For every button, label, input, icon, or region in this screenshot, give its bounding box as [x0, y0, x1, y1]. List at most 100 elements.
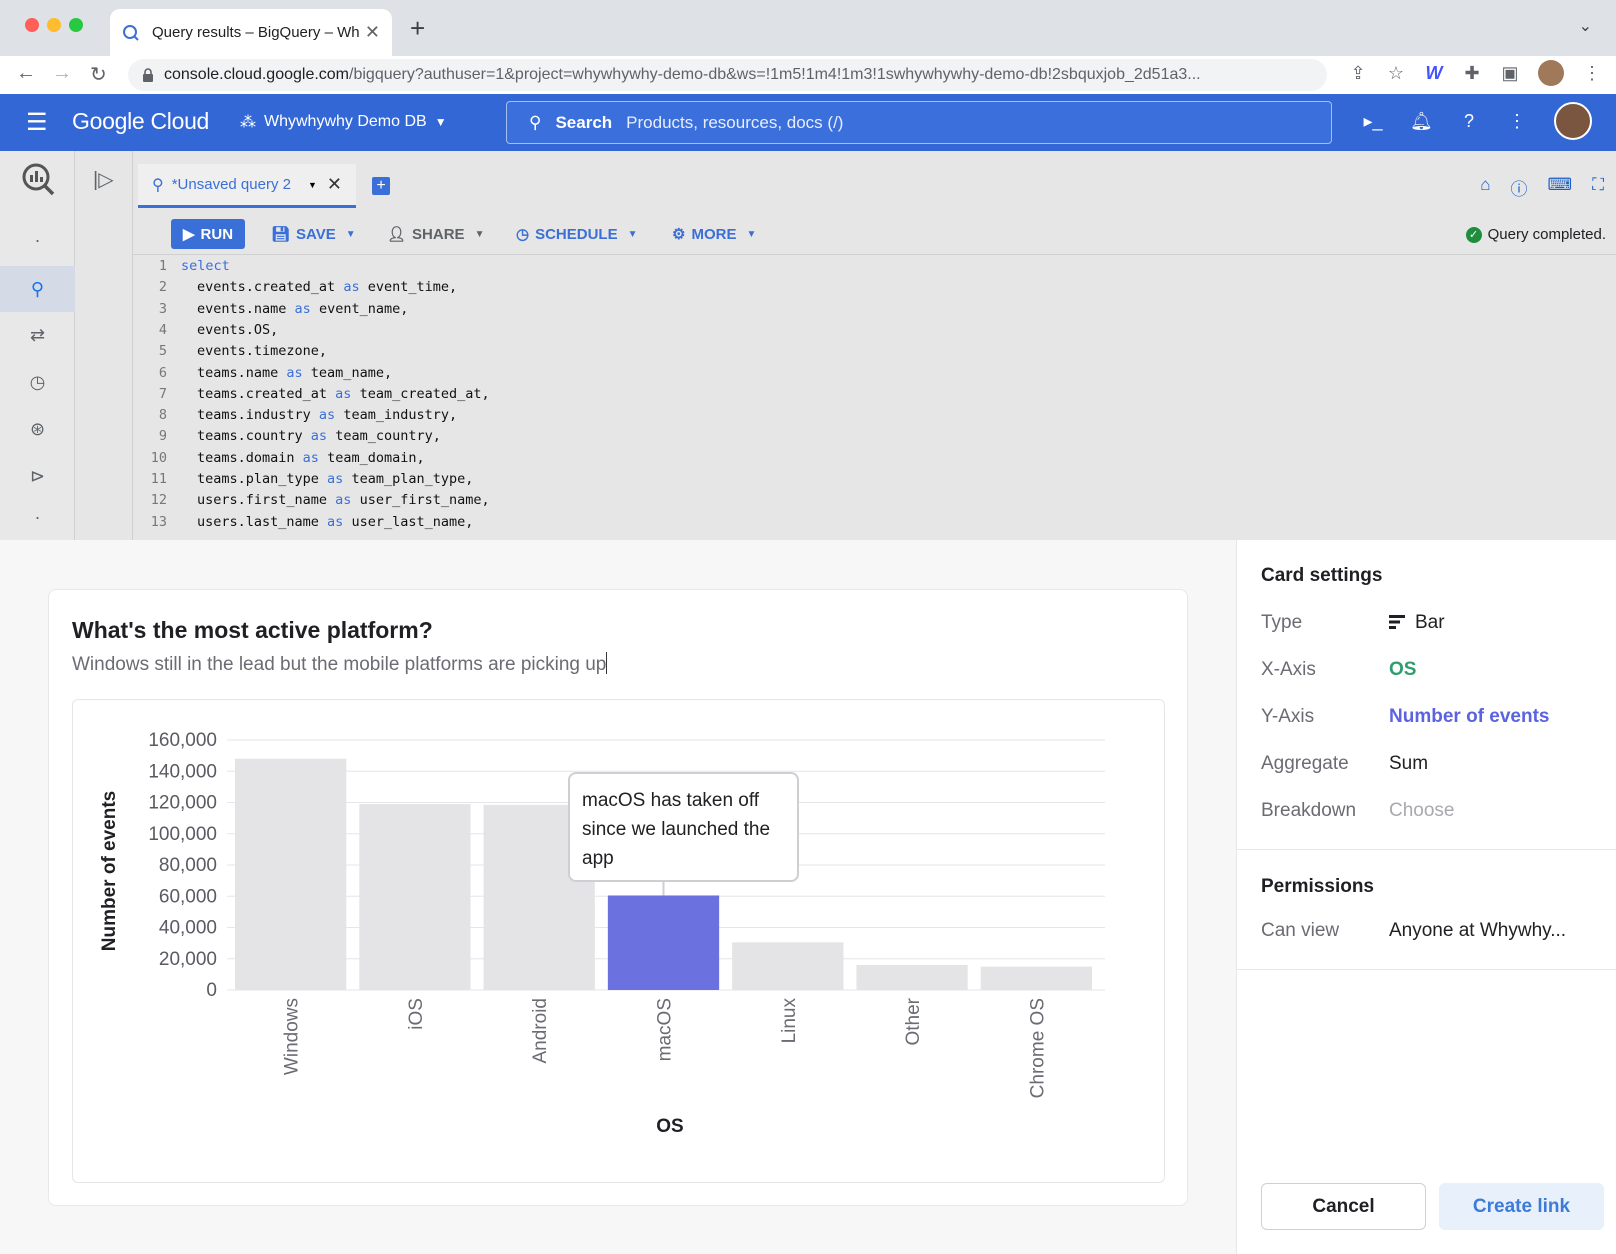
tab-dropdown-icon[interactable]: ▼ [307, 179, 317, 190]
code-line[interactable]: 13 users.last_name as user_last_name, [133, 513, 474, 535]
cloud-shell-icon[interactable]: ▸_ [1363, 110, 1383, 131]
account-avatar[interactable] [1554, 102, 1592, 140]
share-page-icon[interactable]: ⇪ [1350, 62, 1366, 83]
tab-search-chevron-icon[interactable]: ⌄ [1578, 18, 1592, 35]
more-vert-icon[interactable]: ⋮ [1508, 110, 1526, 131]
side-panel-icon[interactable]: ▣ [1501, 62, 1519, 83]
chart-annotation[interactable]: macOS has taken off since we launched th… [568, 772, 799, 882]
browser-tab-bar: Query results – BigQuery – Wh ✕ + ⌄ [0, 0, 1616, 56]
nav-pipeline-icon[interactable]: ⊳ [29, 465, 46, 486]
tab-close-icon[interactable]: ✕ [364, 22, 380, 42]
setting-type[interactable]: Type Bar [1261, 612, 1611, 642]
line-number: 5 [158, 343, 167, 360]
browser-menu-icon[interactable]: ⋮ [1583, 62, 1601, 83]
query-tab[interactable]: ⚲ *Unsaved query 2 ▼ ✕ [138, 164, 356, 208]
schedule-button[interactable]: ◷ SCHEDULE ▼ [516, 219, 638, 249]
breakdown-value[interactable]: Choose [1389, 800, 1455, 821]
project-selector[interactable]: ⁂ Whywhywhy Demo DB ▼ [240, 112, 447, 132]
run-button[interactable]: ▶ RUN [171, 219, 246, 249]
minimize-window-button[interactable] [47, 18, 61, 32]
card-subtitle-field[interactable]: Windows still in the lead but the mobile… [72, 652, 608, 676]
code-text: teams.created_at as team_created_at, [197, 385, 490, 402]
can-view-value[interactable]: Anyone at Whywhy... [1389, 920, 1567, 941]
more-label: MORE [691, 225, 737, 243]
card-settings-panel: Card settings Type Bar X-Axis OS Y-Axis … [1236, 540, 1616, 1254]
search-bar[interactable]: ⚲ Search Products, resources, docs (/) [506, 101, 1332, 144]
reload-icon[interactable]: ↻ [90, 64, 107, 86]
code-line[interactable]: 8 teams.industry as team_industry, [133, 407, 457, 428]
setting-breakdown[interactable]: Breakdown Choose [1261, 800, 1611, 830]
url-text: console.cloud.google.com/bigquery?authus… [164, 66, 1201, 83]
code-line[interactable]: 1 select [133, 258, 230, 279]
close-window-button[interactable] [25, 18, 39, 32]
code-line[interactable]: 2 events.created_at as event_time, [133, 279, 457, 300]
extension-w-icon[interactable]: W [1425, 62, 1443, 83]
bar-chart: 0 20,000 40,000 60,000 80,000 100,000 120,000 1… [99, 730, 1105, 1137]
tab-title: Query results – BigQuery – Wh [152, 24, 359, 41]
back-arrow-icon[interactable]: ← [16, 62, 36, 84]
run-label: RUN [200, 225, 234, 243]
x-tick-label: Other [903, 997, 924, 1045]
keyboard-icon[interactable]: ⌨ [1547, 175, 1573, 194]
y-tick-label: 60,000 [159, 886, 217, 907]
url-bar[interactable]: console.cloud.google.com/bigquery?authus… [128, 59, 1327, 91]
code-line[interactable]: 12 users.first_name as user_first_name, [133, 492, 490, 513]
code-text: events.created_at as event_time, [197, 279, 458, 296]
code-line[interactable]: 7 teams.created_at as team_created_at, [133, 386, 490, 407]
chart-card: What's the most active platform? Windows… [48, 589, 1188, 1206]
nav-transfers-icon[interactable]: ⇄ [29, 324, 46, 345]
code-text: teams.plan_type as team_plan_type, [197, 471, 474, 487]
card-title[interactable]: What's the most active platform? [72, 617, 433, 643]
extensions-puzzle-icon[interactable]: ✚ [1464, 62, 1480, 83]
aggregate-value[interactable]: Sum [1389, 753, 1429, 774]
code-text: teams.name as team_name, [197, 364, 393, 381]
bookmark-star-icon[interactable]: ☆ [1387, 62, 1405, 83]
hamburger-menu-icon[interactable]: ☰ [26, 109, 48, 136]
code-line[interactable]: 3 events.name as event_name, [133, 301, 409, 322]
new-tab-icon[interactable]: + [410, 13, 426, 43]
google-cloud-logo[interactable]: Google Cloud [72, 108, 210, 134]
setting-can-view[interactable]: Can view Anyone at Whywhy... [1261, 920, 1611, 950]
code-line[interactable]: 11 teams.plan_type as team_plan_type, [133, 471, 474, 492]
save-button[interactable]: 💾︎ SAVE ▼ [271, 219, 356, 249]
bar-macos [607, 895, 720, 990]
sql-editor[interactable]: 1 select 2 events.created_at as event_time,… [133, 255, 1616, 540]
home-icon[interactable]: ⌂ [1480, 175, 1491, 194]
notifications-bell-icon[interactable]: 🔔︎ [1410, 110, 1433, 131]
x-tick-label: iOS [406, 998, 427, 1030]
cancel-button[interactable]: Cancel [1261, 1183, 1426, 1230]
fullscreen-icon[interactable]: ⛶ [1592, 175, 1604, 194]
close-query-tab-icon[interactable]: ✕ [326, 174, 342, 194]
code-line[interactable]: 10 teams.domain as team_domain, [133, 450, 425, 471]
add-query-tab-icon[interactable]: + [372, 177, 390, 195]
nav-dot-icon[interactable]: · [34, 229, 41, 250]
browser-tab[interactable]: Query results – BigQuery – Wh ✕ [110, 9, 392, 56]
clock-icon: ◷ [516, 226, 530, 243]
info-icon[interactable]: ⓘ [1510, 180, 1528, 199]
nav-history-icon[interactable]: ◷ [29, 371, 46, 392]
share-button[interactable]: 👤︎ SHARE ▼ [387, 219, 484, 249]
maximize-window-button[interactable] [69, 18, 83, 32]
code-line[interactable]: 5 events.timezone, [133, 343, 327, 364]
code-line[interactable]: 6 teams.name as team_name, [133, 365, 392, 386]
setting-y-axis[interactable]: Y-Axis Number of events [1261, 706, 1611, 736]
nav-search-icon[interactable]: ⚲ [0, 266, 75, 312]
help-icon[interactable]: ? [1463, 110, 1474, 131]
code-line[interactable]: 9 teams.country as team_country, [133, 428, 441, 449]
line-number: 13 [150, 513, 167, 530]
expand-panel-icon[interactable]: |▷ [93, 169, 114, 191]
nav-analytics-icon[interactable]: ⊛ [29, 418, 46, 439]
type-value[interactable]: Bar [1389, 612, 1445, 634]
profile-avatar[interactable] [1538, 60, 1564, 86]
bigquery-logo-icon[interactable] [20, 161, 56, 197]
setting-x-axis[interactable]: X-Axis OS [1261, 659, 1611, 689]
code-line[interactable]: 4 events.OS, [133, 322, 278, 343]
setting-aggregate[interactable]: Aggregate Sum [1261, 753, 1611, 783]
more-button[interactable]: ⚙ MORE ▼ [672, 219, 756, 249]
forward-arrow-icon[interactable]: → [52, 62, 72, 84]
x-axis-value[interactable]: OS [1389, 659, 1417, 680]
create-link-button[interactable]: Create link [1439, 1183, 1604, 1230]
nav-dot-icon-bottom[interactable]: · [34, 506, 41, 527]
y-axis-value[interactable]: Number of events [1389, 706, 1550, 727]
explorer-collapsed: |▷ [75, 151, 133, 540]
